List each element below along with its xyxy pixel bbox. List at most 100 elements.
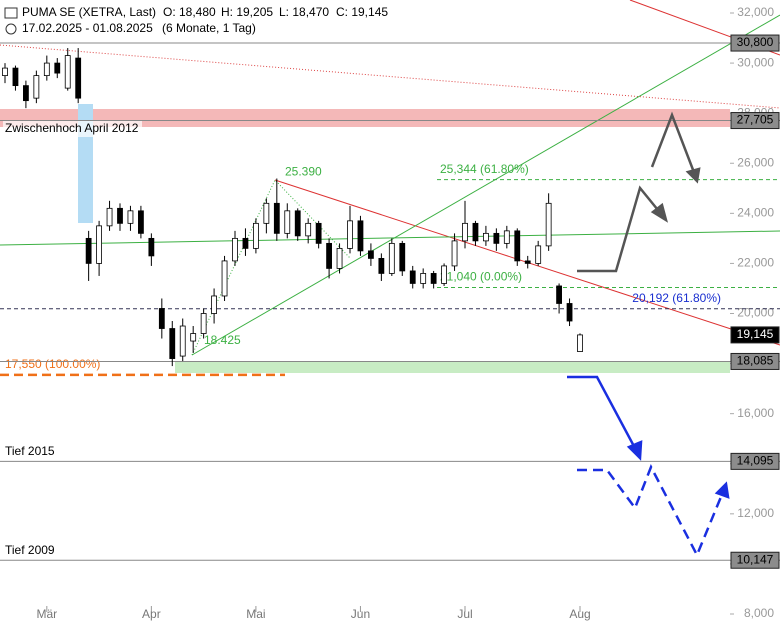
- level-label: 30,800: [737, 35, 774, 49]
- fib-label: 21,040 (0.00%): [440, 270, 522, 284]
- low: L: 18,470: [279, 5, 329, 19]
- level-box: [730, 352, 780, 370]
- support-band: [175, 362, 730, 373]
- candle-body: [556, 285, 562, 304]
- date-range: 17.02.2025 - 01.08.2025: [22, 21, 153, 35]
- candle-body: [169, 328, 176, 359]
- trend-line: [191, 14, 780, 356]
- candle-body: [294, 210, 301, 237]
- y-tick-label: 30,000: [737, 55, 774, 69]
- x-tick-label: Apr: [142, 607, 161, 621]
- candle-body: [211, 295, 217, 314]
- candle-body: [138, 210, 144, 234]
- candle-body: [200, 313, 207, 334]
- level-box: [730, 551, 780, 569]
- arrowhead: [650, 202, 669, 223]
- candle-body: [106, 207, 113, 227]
- candle-body: [284, 210, 291, 234]
- candle-body: [409, 270, 416, 284]
- candle-body: [33, 75, 40, 99]
- x-tick-label: Jun: [351, 607, 370, 621]
- icon: [4, 7, 18, 19]
- candle-body: [566, 303, 573, 322]
- candle-body: [545, 202, 552, 247]
- candle-body: [493, 232, 500, 244]
- candle-body: [399, 242, 406, 272]
- arrowhead: [685, 167, 701, 184]
- candle-body: [451, 240, 458, 267]
- candle-body: [378, 258, 385, 274]
- candle-body: [368, 250, 374, 259]
- candle-body: [441, 265, 447, 284]
- candle-body: [514, 230, 521, 262]
- title: PUMA SE (XETRA, Last): [22, 5, 156, 19]
- y-tick-label: 32,000: [737, 5, 774, 19]
- note-bg: [3, 121, 142, 137]
- candle-body: [535, 245, 542, 264]
- candle-body: [503, 230, 510, 244]
- candle-body: [577, 334, 583, 352]
- arrowhead: [626, 440, 643, 461]
- candle-body: [2, 67, 8, 77]
- period: (6 Monate, 1 Tag): [162, 21, 256, 35]
- header: PUMA SE (XETRA, Last) O: 18,480 H: 19,20…: [4, 5, 388, 35]
- x-tick-label: Aug: [569, 607, 590, 621]
- point-label: 25.390: [285, 165, 322, 179]
- trend-line: [0, 44, 780, 109]
- scenario-arrows: [567, 111, 730, 558]
- level-box: [730, 112, 780, 130]
- level-label: 18,085: [737, 354, 774, 368]
- candle-body: [127, 210, 134, 224]
- candle-body: [232, 237, 238, 262]
- level-label: 27,705: [737, 113, 774, 127]
- level-box: [730, 326, 780, 344]
- candle-body: [326, 242, 332, 269]
- candle-body: [158, 308, 165, 329]
- candle-body: [23, 85, 29, 102]
- x-tick-label: Mär: [36, 607, 57, 621]
- candle-body: [179, 325, 186, 357]
- candle-body: [64, 55, 71, 89]
- candle-body: [43, 62, 50, 77]
- y-tick-label: 22,000: [737, 256, 774, 270]
- candle-body: [388, 242, 395, 274]
- candle-body: [462, 222, 468, 242]
- candle-body: [253, 222, 259, 249]
- candle-body: [347, 220, 353, 249]
- candle-body: [148, 237, 155, 257]
- candle-body: [242, 237, 249, 249]
- candle-body: [263, 202, 270, 224]
- candle-body: [117, 207, 123, 224]
- candle-body: [221, 260, 228, 297]
- y-tick-label: 20,000: [737, 306, 774, 320]
- candle-body: [12, 67, 19, 87]
- level-box: [730, 452, 780, 470]
- x-tick-label: Mai: [246, 607, 265, 621]
- candle-body: [472, 222, 479, 242]
- arrow: [650, 111, 697, 176]
- level-label: 19,145: [737, 327, 774, 341]
- trend-line: [0, 230, 780, 246]
- candle-body: [483, 232, 489, 242]
- arrow: [577, 185, 663, 273]
- resistance-band: [0, 109, 730, 127]
- candle-body: [315, 222, 322, 244]
- plot: 32,00030,00028,00026,00024,00022,00020,0…: [0, 5, 780, 621]
- y-tick-label: 24,000: [737, 206, 774, 220]
- candle-body: [190, 333, 197, 342]
- level-label: 10,147: [737, 552, 774, 566]
- candle-body: [430, 273, 437, 284]
- candle-body: [524, 260, 531, 264]
- candle-body: [85, 237, 92, 264]
- y-tick-label: 16,000: [737, 406, 774, 420]
- fib-label: 20,192 (61.80%): [632, 291, 721, 305]
- clock-icon: [5, 23, 17, 35]
- x-tick-label: Jul: [457, 607, 472, 621]
- arrowhead: [714, 481, 730, 499]
- candle-body: [96, 225, 102, 264]
- y-tick-label: 8,000: [744, 606, 774, 620]
- note: Tief 2015: [5, 444, 55, 458]
- candle-body: [75, 57, 82, 99]
- candle-body: [54, 62, 61, 74]
